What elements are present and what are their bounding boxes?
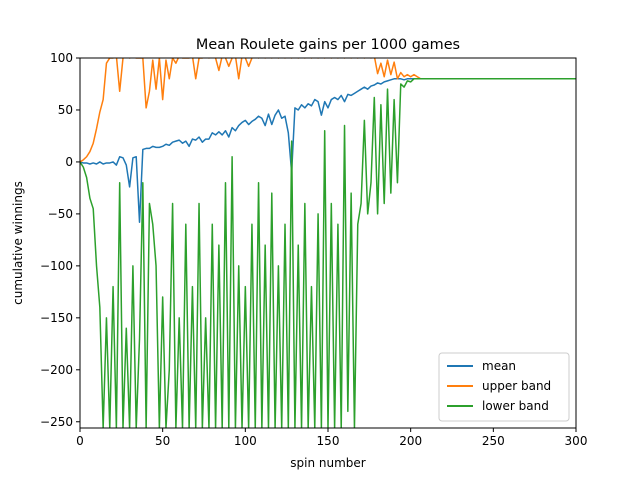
y-axis-label: cumulative winnings (11, 181, 25, 305)
y-tick-label: −250 (40, 415, 73, 429)
y-tick-label: 0 (65, 155, 73, 169)
x-axis-label: spin number (290, 456, 366, 470)
chart-title: Mean Roulete gains per 1000 games (196, 37, 460, 53)
legend-label: mean (482, 359, 516, 373)
y-tick-label: −100 (40, 259, 73, 273)
x-axis: 0 50 100 150 200 250 300 (76, 428, 587, 448)
series-line-lower-band (80, 78, 576, 428)
x-tick-label: 250 (482, 434, 505, 448)
x-tick-label: 200 (399, 434, 422, 448)
x-tick-label: 150 (317, 434, 340, 448)
y-axis: 100 50 0 −50 −100 −150 −200 −250 (40, 51, 80, 429)
y-tick-label: −50 (48, 207, 73, 221)
y-tick-label: −150 (40, 311, 73, 325)
legend-label: lower band (482, 399, 549, 413)
legend: mean upper band lower band (438, 352, 570, 422)
legend-box (438, 352, 570, 422)
x-tick-label: 100 (234, 434, 257, 448)
y-tick-label: 50 (58, 103, 73, 117)
x-tick-label: 0 (76, 434, 84, 448)
x-tick-label: 50 (155, 434, 170, 448)
series-layer (80, 58, 576, 428)
legend-label: upper band (482, 379, 551, 393)
y-tick-label: −200 (40, 363, 73, 377)
x-tick-label: 300 (565, 434, 588, 448)
y-tick-label: 100 (50, 51, 73, 65)
